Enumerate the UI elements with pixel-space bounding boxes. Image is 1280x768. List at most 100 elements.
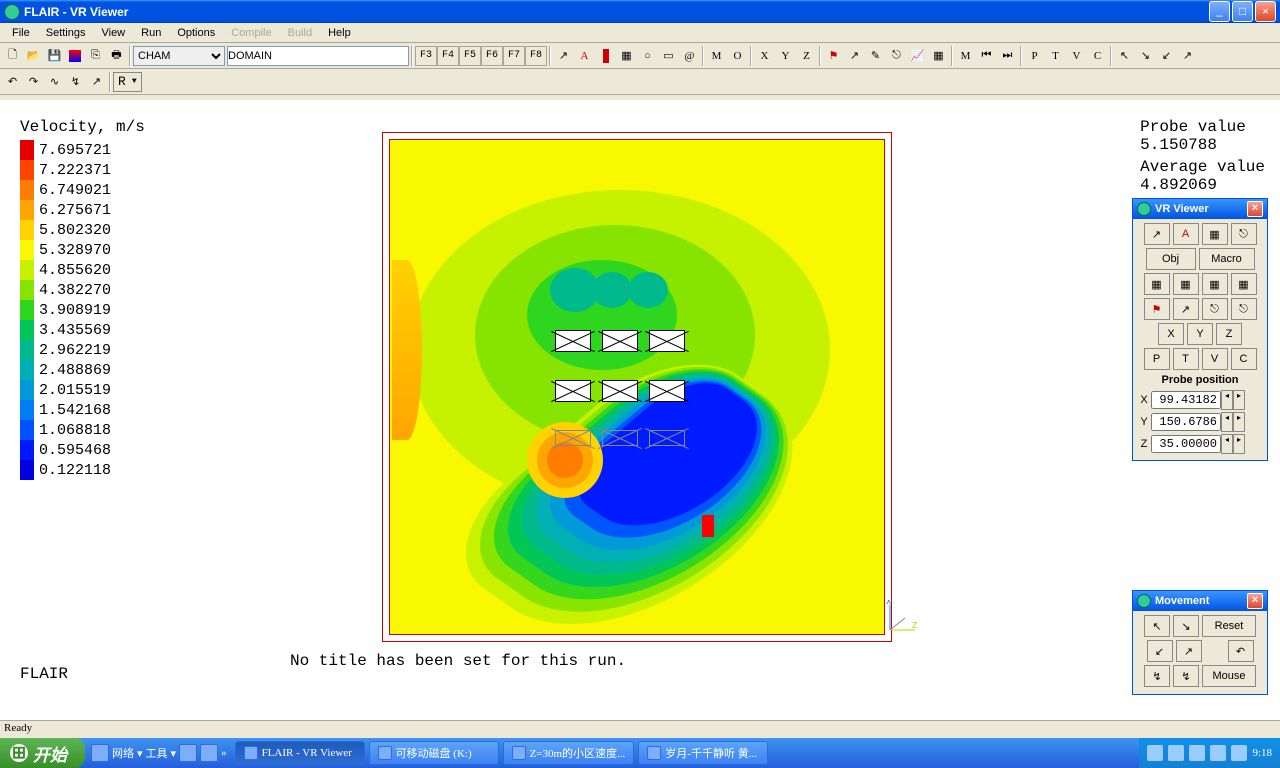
r4-icon[interactable]: ↯ bbox=[65, 71, 86, 92]
probe-y-input[interactable] bbox=[1151, 413, 1221, 431]
vr-obj-button[interactable]: Obj bbox=[1146, 248, 1196, 270]
object-type-select[interactable]: CHAM bbox=[133, 46, 225, 66]
system-tray[interactable]: 9:18 bbox=[1139, 738, 1280, 768]
vr-t-button[interactable]: T bbox=[1173, 348, 1199, 370]
mv-5[interactable]: ↶ bbox=[1228, 640, 1254, 662]
vr-panel-close[interactable]: × bbox=[1247, 201, 1263, 217]
taskbar-item[interactable]: Z=30m的小区速度... bbox=[503, 741, 635, 765]
vr-btn-6[interactable]: ▦ bbox=[1173, 273, 1199, 295]
vr-btn-12[interactable]: ⎋ bbox=[1231, 298, 1257, 320]
ql-icon[interactable] bbox=[200, 744, 218, 762]
anim-prev-icon[interactable]: ⏮ bbox=[976, 45, 997, 66]
nav1-icon[interactable]: ↖ bbox=[1114, 45, 1135, 66]
vr-btn-1[interactable]: ↗ bbox=[1144, 223, 1170, 245]
palette-icon[interactable] bbox=[68, 49, 82, 63]
f5-button[interactable]: F5 bbox=[459, 46, 481, 66]
vr-y-button[interactable]: Y bbox=[1187, 323, 1213, 345]
tb-o[interactable]: O bbox=[727, 45, 748, 66]
vector-icon[interactable]: ↗ bbox=[553, 45, 574, 66]
taskbar-item[interactable]: 可移动磁盘 (K:) bbox=[369, 741, 499, 765]
nav3-icon[interactable]: ↙ bbox=[1156, 45, 1177, 66]
mv-6[interactable]: ↯ bbox=[1144, 665, 1170, 687]
reset-button[interactable]: Reset bbox=[1202, 615, 1256, 637]
viewport[interactable]: Velocity, m/s 7.6957217.2223716.7490216.… bbox=[0, 100, 1280, 736]
f8-button[interactable]: F8 bbox=[525, 46, 547, 66]
vr-btn-11[interactable]: ⎋ bbox=[1202, 298, 1228, 320]
anim-next-icon[interactable]: ⏭ bbox=[997, 45, 1018, 66]
at-icon[interactable]: @ bbox=[679, 45, 700, 66]
mv-3[interactable]: ↙ bbox=[1147, 640, 1173, 662]
tray-icon[interactable] bbox=[1210, 745, 1226, 761]
tb-m2[interactable]: M bbox=[955, 45, 976, 66]
close-button[interactable]: × bbox=[1255, 1, 1276, 22]
tb-z[interactable]: Z bbox=[796, 45, 817, 66]
vr-x-button[interactable]: X bbox=[1158, 323, 1184, 345]
vr-btn-3[interactable]: ▦ bbox=[1202, 223, 1228, 245]
f3-button[interactable]: F3 bbox=[415, 46, 437, 66]
ql-label-2[interactable]: 工具 bbox=[146, 745, 168, 761]
r5-icon[interactable]: ↗ bbox=[86, 71, 107, 92]
vr-btn-9[interactable]: ⚑ bbox=[1144, 298, 1170, 320]
new-icon[interactable]: 🗋 bbox=[2, 45, 23, 66]
start-button[interactable]: ⊞开始 bbox=[0, 738, 85, 768]
nav2-icon[interactable]: ↘ bbox=[1135, 45, 1156, 66]
menu-run[interactable]: Run bbox=[133, 25, 169, 41]
table-icon[interactable]: ▦ bbox=[928, 45, 949, 66]
bar-icon[interactable] bbox=[595, 45, 616, 66]
chart-icon[interactable]: 📈 bbox=[907, 45, 928, 66]
tb-c[interactable]: C bbox=[1087, 45, 1108, 66]
tb-x[interactable]: X bbox=[754, 45, 775, 66]
grid-icon[interactable]: ▦ bbox=[616, 45, 637, 66]
ql-icon[interactable] bbox=[91, 744, 109, 762]
movement-panel[interactable]: Movement× ↖↘Reset ↙↗↶ ↯↯Mouse bbox=[1132, 590, 1268, 695]
y-dec[interactable]: ◂ bbox=[1221, 412, 1233, 432]
circle-icon[interactable]: ○ bbox=[637, 45, 658, 66]
x-dec[interactable]: ◂ bbox=[1221, 390, 1233, 410]
vr-v-button[interactable]: V bbox=[1202, 348, 1228, 370]
vr-btn-4[interactable]: ⎋ bbox=[1231, 223, 1257, 245]
r-dropdown[interactable]: R ▼ bbox=[113, 72, 142, 92]
text-icon[interactable]: A bbox=[574, 45, 595, 66]
vr-btn-2[interactable]: A bbox=[1173, 223, 1199, 245]
vr-c-button[interactable]: C bbox=[1231, 348, 1257, 370]
r1-icon[interactable]: ↶ bbox=[2, 71, 23, 92]
vr-macro-button[interactable]: Macro bbox=[1199, 248, 1255, 270]
print-icon[interactable]: 🖶 bbox=[106, 45, 127, 66]
mv-4[interactable]: ↗ bbox=[1176, 640, 1202, 662]
vr-p-button[interactable]: P bbox=[1144, 348, 1170, 370]
menu-help[interactable]: Help bbox=[320, 25, 359, 41]
tray-icon[interactable] bbox=[1189, 745, 1205, 761]
menu-file[interactable]: File bbox=[4, 25, 38, 41]
tb-m[interactable]: M bbox=[706, 45, 727, 66]
vr-btn-7[interactable]: ▦ bbox=[1202, 273, 1228, 295]
vr-btn-5[interactable]: ▦ bbox=[1144, 273, 1170, 295]
taskbar-item[interactable]: FLAIR - VR Viewer bbox=[235, 741, 365, 765]
mouse-button[interactable]: Mouse bbox=[1202, 665, 1256, 687]
tb-v[interactable]: V bbox=[1066, 45, 1087, 66]
mv-2[interactable]: ↘ bbox=[1173, 615, 1199, 637]
movement-panel-close[interactable]: × bbox=[1247, 593, 1263, 609]
mv-1[interactable]: ↖ bbox=[1144, 615, 1170, 637]
object-name-input[interactable] bbox=[227, 46, 409, 66]
z-dec[interactable]: ◂ bbox=[1221, 434, 1233, 454]
mv-7[interactable]: ↯ bbox=[1173, 665, 1199, 687]
arrow-icon[interactable]: ↗ bbox=[844, 45, 865, 66]
tray-icon[interactable] bbox=[1231, 745, 1247, 761]
vr-viewer-panel[interactable]: VR Viewer× ↗A▦⎋ ObjMacro ▦▦▦▦ ⚑↗⎋⎋ XYZ P… bbox=[1132, 198, 1268, 461]
ql-icon[interactable] bbox=[179, 744, 197, 762]
r2-icon[interactable]: ↷ bbox=[23, 71, 44, 92]
tb-y[interactable]: Y bbox=[775, 45, 796, 66]
z-inc[interactable]: ▸ bbox=[1233, 434, 1245, 454]
maximize-button[interactable]: □ bbox=[1232, 1, 1253, 22]
x-inc[interactable]: ▸ bbox=[1233, 390, 1245, 410]
open-icon[interactable]: 📂 bbox=[23, 45, 44, 66]
flag-icon[interactable]: ⚑ bbox=[823, 45, 844, 66]
menu-view[interactable]: View bbox=[93, 25, 133, 41]
tb-p[interactable]: P bbox=[1024, 45, 1045, 66]
vr-btn-8[interactable]: ▦ bbox=[1231, 273, 1257, 295]
r3-icon[interactable]: ∿ bbox=[44, 71, 65, 92]
y-inc[interactable]: ▸ bbox=[1233, 412, 1245, 432]
taskbar-item[interactable]: 岁月-千千静听 黄... bbox=[638, 741, 768, 765]
probe-z-input[interactable] bbox=[1151, 435, 1221, 453]
tray-icon[interactable] bbox=[1147, 745, 1163, 761]
